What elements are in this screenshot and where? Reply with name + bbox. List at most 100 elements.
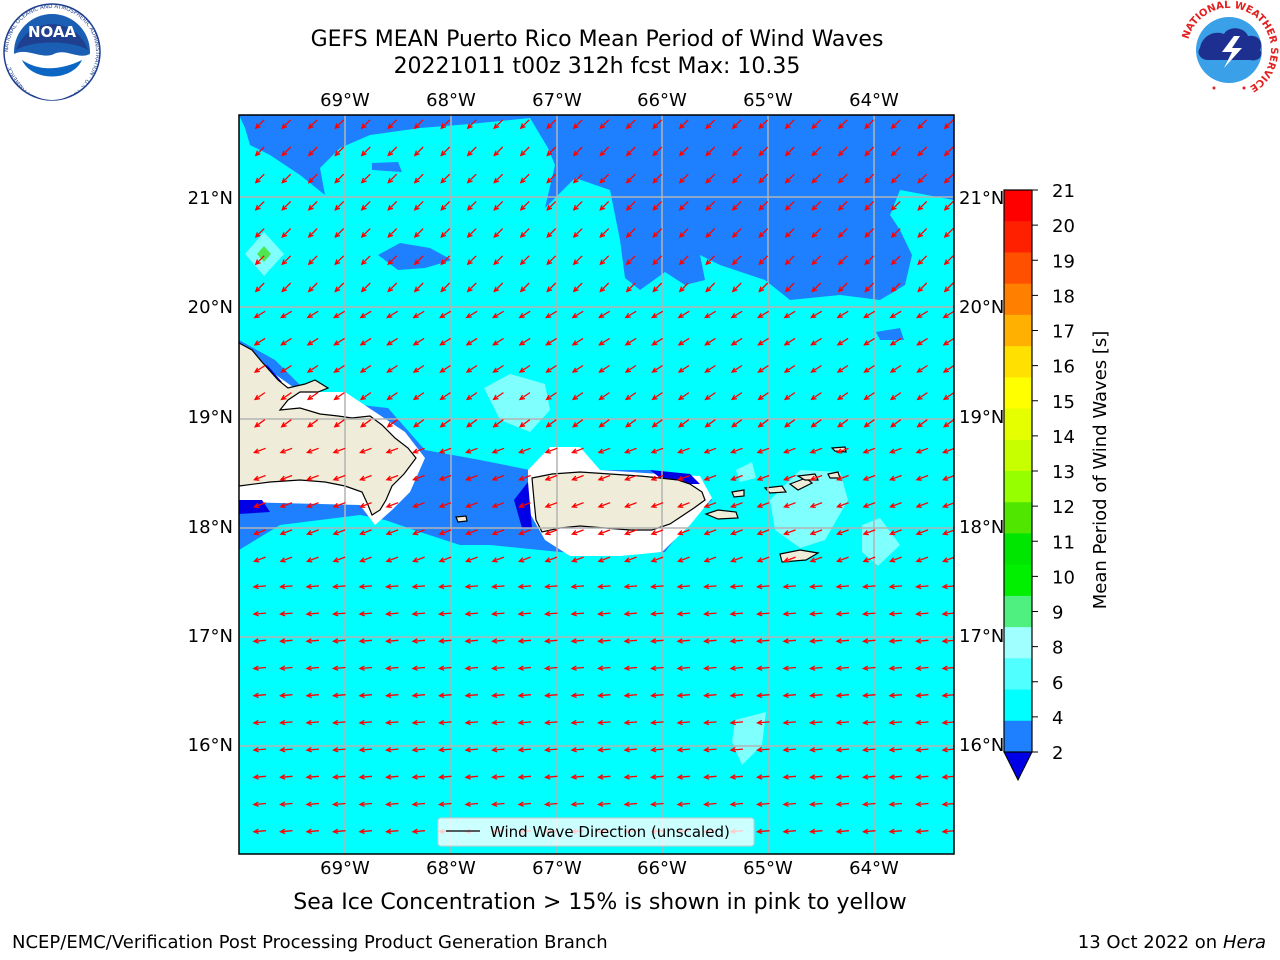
wave-direction-arrow [440, 200, 451, 211]
wave-direction-arrow [755, 801, 770, 807]
wave-direction-arrow [413, 228, 424, 239]
wave-direction-arrow [861, 801, 876, 807]
wave-direction-arrow [253, 529, 266, 536]
lat-label-left: 20°N [188, 297, 233, 318]
wave-direction-arrow [252, 638, 267, 644]
wave-direction-arrow [490, 774, 505, 780]
wave-direction-arrow [624, 310, 637, 319]
graticule [239, 115, 954, 854]
wave-direction-arrow [465, 447, 478, 454]
colorbar-tick-label: 10 [1052, 567, 1075, 588]
colorbar-segment [1004, 252, 1032, 285]
wave-direction-arrow [597, 556, 611, 563]
wave-direction-arrow [437, 583, 452, 590]
wave-direction-arrow [543, 638, 558, 644]
wave-direction-arrow [359, 529, 372, 536]
wave-direction-arrow [358, 611, 373, 617]
wave-direction-arrow [784, 255, 795, 266]
wave-direction-arrow [731, 282, 742, 293]
wave-direction-arrow [835, 828, 850, 835]
wave-direction-arrow [517, 665, 532, 671]
wave-direction-arrow [677, 474, 690, 481]
wave-direction-arrow [517, 801, 532, 807]
wave-direction-arrow [413, 146, 424, 157]
wave-direction-arrow [519, 282, 530, 293]
wave-direction-arrow [437, 611, 452, 617]
wave-direction-arrow [914, 638, 929, 644]
wave-direction-arrow [783, 502, 796, 509]
wave-direction-arrow [784, 228, 795, 239]
wave-direction-arrow [331, 638, 346, 644]
wave-direction-arrow [358, 692, 373, 699]
wave-direction-arrow [253, 447, 266, 454]
wave-direction-arrow [650, 447, 664, 454]
wave-direction-arrow [702, 638, 717, 644]
wave-direction-arrow [413, 255, 424, 266]
wave-direction-arrow [384, 774, 399, 780]
wave-direction-arrow [437, 801, 452, 807]
wave-direction-arrow [756, 310, 770, 319]
wave-direction-arrow [331, 665, 346, 671]
wave-direction-arrow [332, 310, 346, 319]
wave-direction-arrow [943, 173, 954, 184]
wave-direction-arrow [437, 747, 452, 753]
wave-direction-arrow [703, 447, 717, 454]
wave-direction-arrow [254, 119, 265, 130]
wave-direction-arrow [359, 337, 372, 346]
wave-direction-arrow [411, 828, 426, 835]
wave-direction-arrow [545, 419, 557, 428]
wave-direction-arrow [649, 583, 664, 590]
wave-direction-arrow [411, 611, 426, 617]
wave-direction-arrow [917, 255, 928, 266]
wave-direction-arrow [279, 310, 293, 319]
wave-direction-arrow [411, 747, 426, 753]
wave-direction-arrow [915, 474, 929, 481]
wave-direction-arrow [384, 583, 399, 590]
wave-direction-arrow [596, 719, 611, 726]
wave-direction-arrow [915, 556, 929, 563]
wave-direction-arrow [623, 774, 638, 780]
wave-direction-arrow [702, 583, 717, 590]
wave-direction-arrow [890, 255, 901, 266]
wave-direction-arrow [941, 774, 954, 780]
colorbar-tick-label: 20 [1052, 216, 1075, 237]
wave-direction-arrow [914, 747, 929, 753]
wave-direction-arrow [624, 502, 637, 509]
wave-direction-arrow [729, 774, 744, 780]
wave-direction-arrow [731, 255, 742, 266]
wave-direction-arrow [836, 337, 849, 346]
wave-direction-arrow [519, 146, 530, 157]
wave-direction-arrow [917, 228, 928, 239]
wave-direction-arrow [464, 801, 479, 807]
wave-direction-arrow [334, 173, 345, 184]
wave-direction-arrow [835, 692, 850, 699]
wave-direction-arrow [596, 774, 611, 780]
wave-direction-arrow [705, 282, 716, 293]
wave-direction-arrow [651, 392, 663, 401]
wave-direction-arrow [943, 282, 954, 293]
hispaniola-land [239, 342, 417, 516]
short-period-region-northeast [239, 115, 954, 300]
wave-direction-arrow [624, 529, 637, 536]
wave-direction-arrow [835, 583, 850, 590]
wave-direction-arrow [331, 828, 346, 835]
plot-frame [238, 114, 955, 855]
wave-direction-arrow [758, 228, 769, 239]
wave-direction-arrow [387, 200, 398, 211]
peak-period-spot [257, 246, 271, 262]
wave-direction-arrow [755, 583, 770, 590]
wave-direction-arrow [861, 719, 876, 726]
colorbar-segment [1004, 283, 1032, 316]
wave-direction-arrow [731, 146, 742, 157]
wave-direction-arrow [836, 392, 849, 401]
wave-direction-arrow [652, 228, 663, 239]
wave-direction-arrow [889, 337, 902, 346]
wave-direction-arrow [572, 282, 583, 293]
wave-direction-arrow [332, 529, 346, 536]
wave-direction-arrow [360, 419, 372, 428]
wave-direction-arrow [279, 556, 293, 563]
lon-label-bottom: 65°W [743, 858, 793, 879]
wave-direction-arrow [676, 692, 691, 699]
wave-direction-arrow [705, 119, 716, 130]
wave-direction-arrow [358, 747, 373, 753]
